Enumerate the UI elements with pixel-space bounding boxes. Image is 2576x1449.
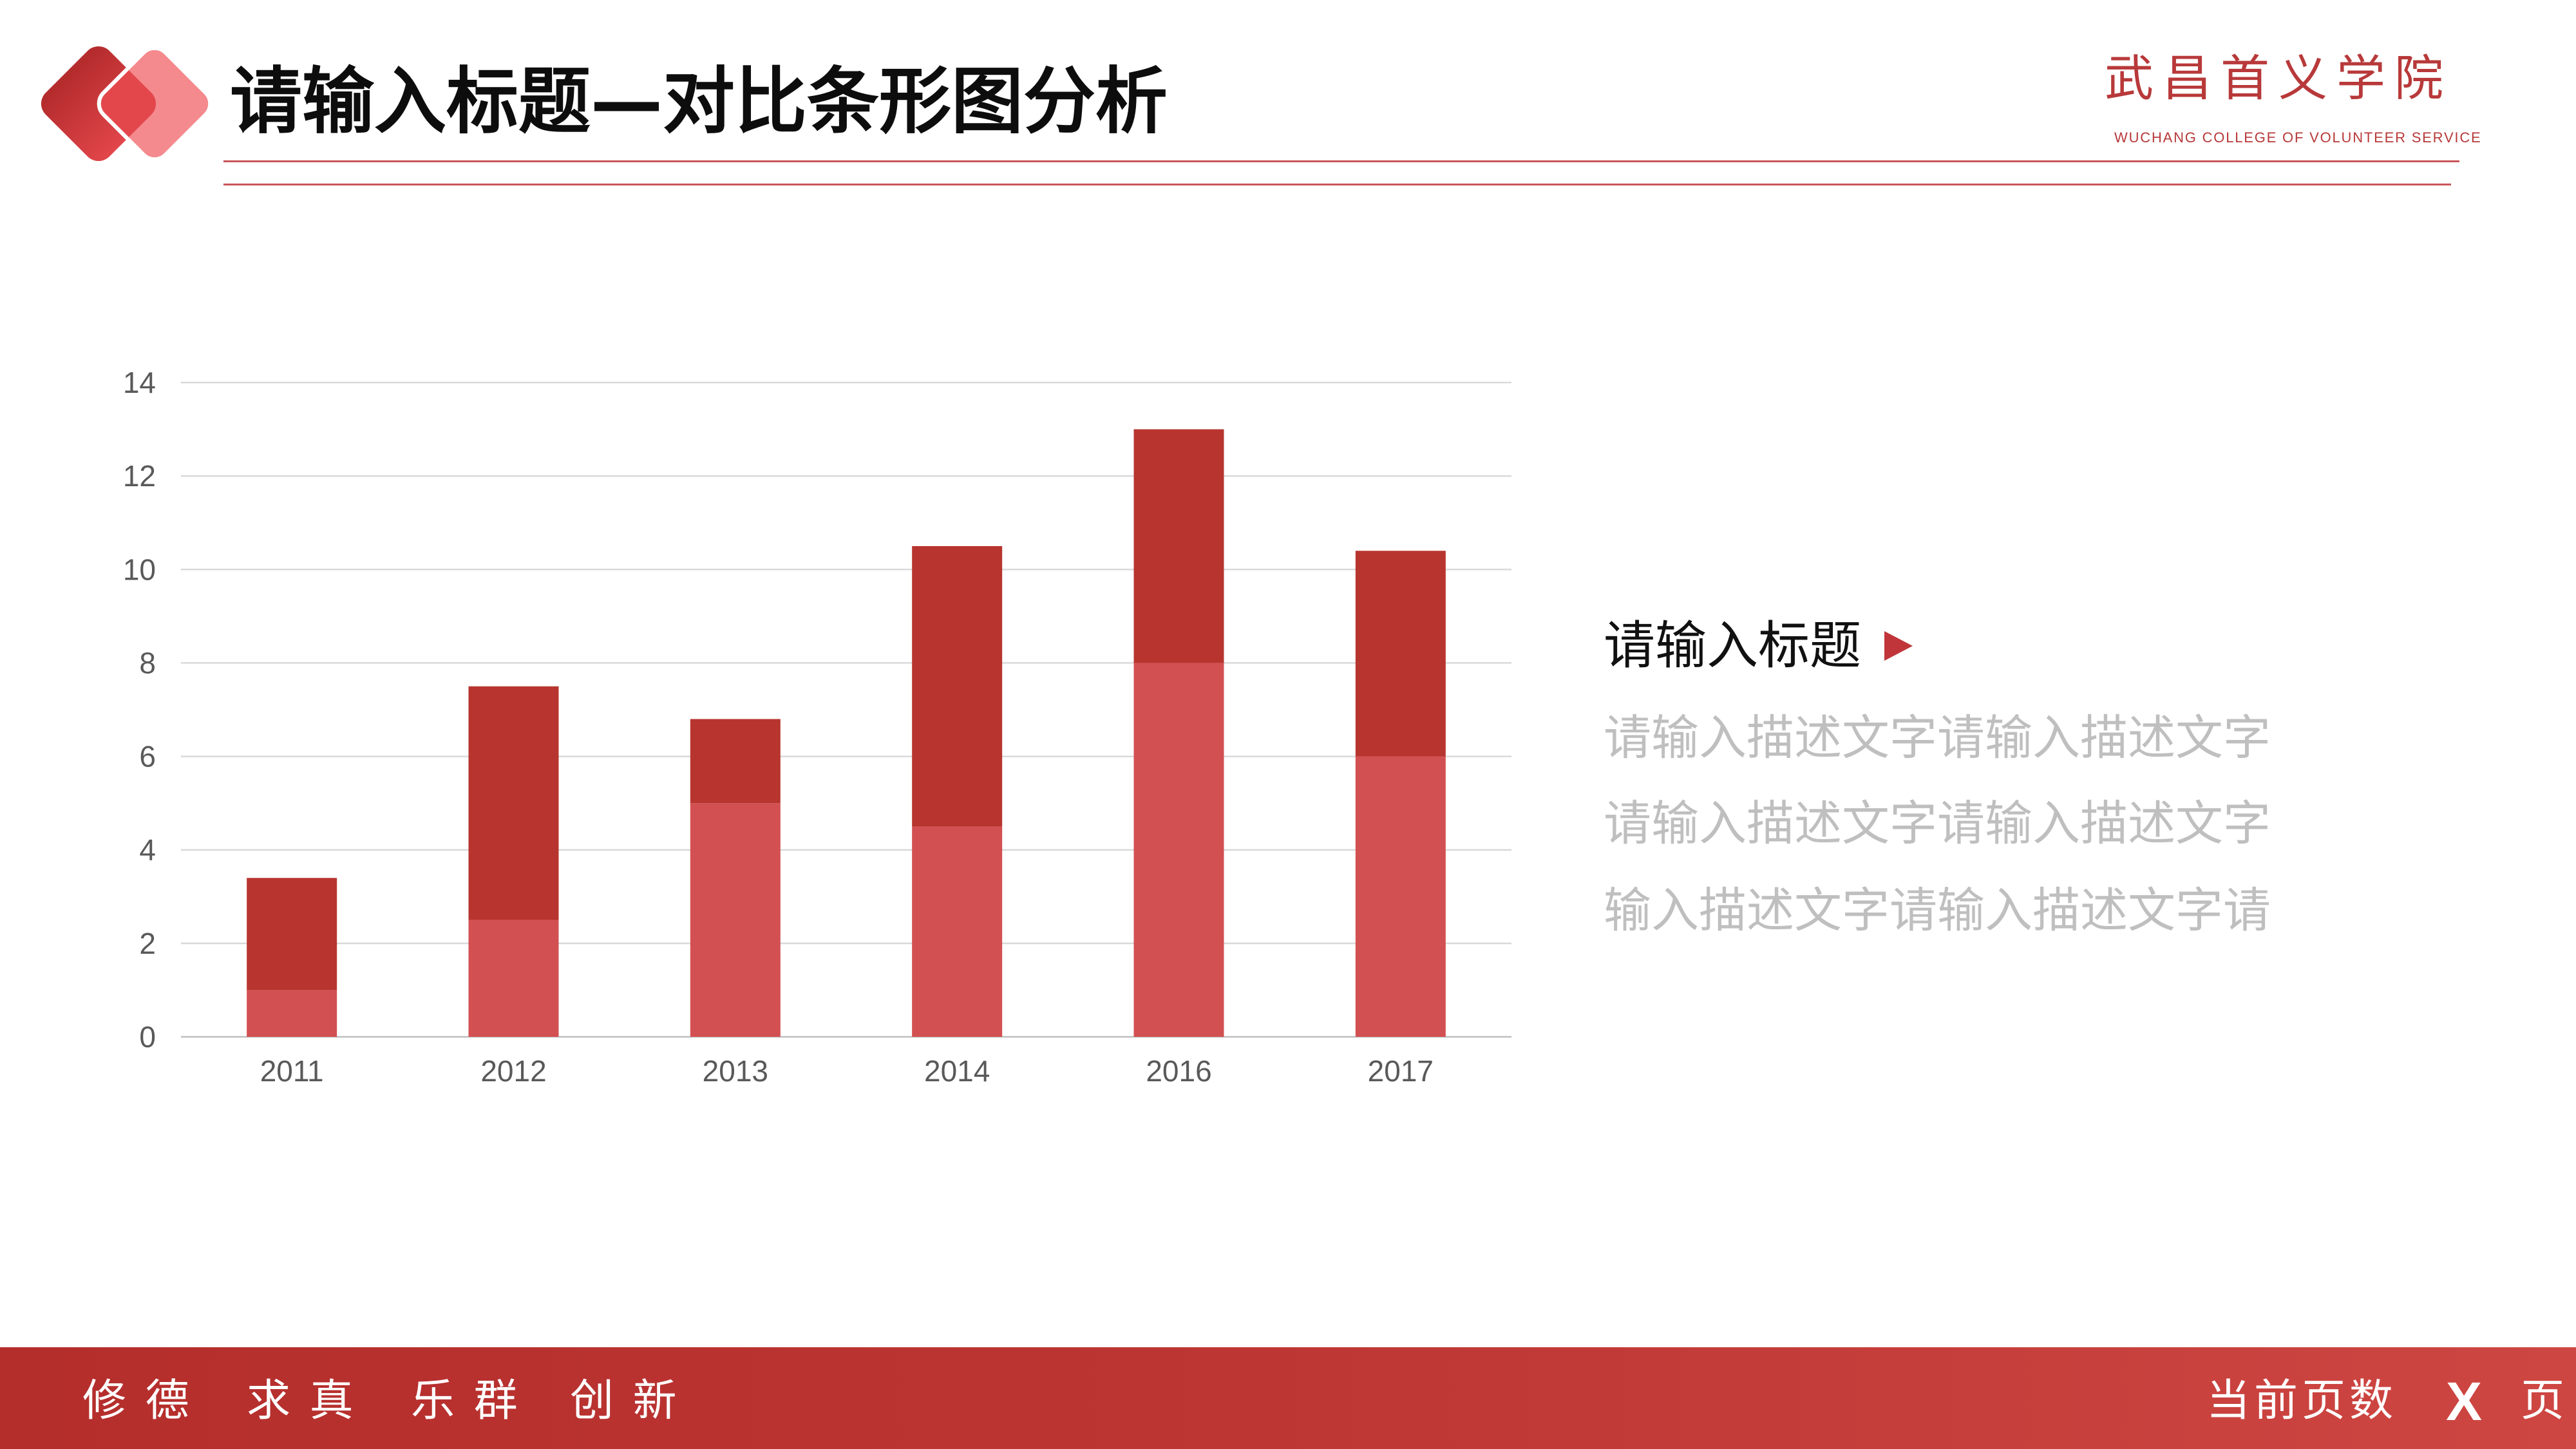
bar-2017-series-1 [1355,756,1446,1037]
page-number: X [2446,1371,2483,1432]
bar-2012-series-2 [468,686,559,920]
x-tick-label: 2017 [1368,1054,1434,1088]
y-tick-label: 0 [139,1020,156,1054]
header-divider-top [223,160,2459,162]
footer-motto: 创 新 [570,1376,679,1426]
side-description-line: 输入描述文字请输入描述文字请 [1604,883,2271,938]
bar-2014-series-1 [912,826,1003,1037]
gridlines [181,381,1511,1038]
y-tick-label: 10 [123,553,156,586]
header-divider-bottom [223,184,2451,185]
y-tick-label: 12 [123,459,156,493]
bar-2016-series-1 [1133,663,1224,1037]
side-heading: 请输入标题 [1604,616,1861,676]
bar-2012-series-1 [468,920,559,1037]
brand-subtitle: WUCHANG COLLEGE OF VOLUNTEER SERVICE [2114,129,2482,146]
side-description-line: 请输入描述文字请输入描述文字 [1604,796,2271,851]
brand-name: 武昌首义学院 [2105,50,2452,107]
x-axis-labels: 2011 2012 2013 2014 2016 2017 [260,1054,1434,1088]
bars [247,429,1446,1037]
page-suffix: 页 [2521,1376,2565,1426]
y-axis-labels: 0 2 4 6 8 10 12 14 [123,366,156,1054]
y-tick-label: 14 [123,366,156,399]
play-triangle-icon [1884,631,1913,661]
bar-2014-series-2 [912,546,1003,827]
bar-2013-series-1 [690,803,781,1037]
logo-diamonds-icon [41,46,213,162]
y-tick-label: 2 [139,927,156,960]
x-tick-label: 2012 [480,1054,546,1088]
bar-2011-series-1 [247,990,337,1037]
footer-motto: 乐 群 [411,1376,520,1426]
x-tick-label: 2014 [924,1054,990,1088]
y-tick-label: 6 [139,740,156,773]
footer-motto: 修 德 [82,1376,192,1426]
page-label: 当前页数 [2206,1376,2398,1426]
bar-2017-series-2 [1355,551,1446,757]
stacked-bar-chart: 0 2 4 6 8 10 12 14 2011 2012 2013 2014 2016 2017 [123,366,1511,1088]
bar-2013-series-2 [690,719,781,804]
side-description-line: 请输入描述文字请输入描述文字 [1604,710,2271,766]
y-tick-label: 4 [139,833,156,867]
x-tick-label: 2011 [260,1054,324,1088]
page-title: 请输入标题—对比条形图分析 [230,60,1168,144]
x-tick-label: 2016 [1146,1054,1211,1088]
bar-2016-series-2 [1133,429,1224,663]
footer-band: 修 德 求 真 乐 群 创 新 当前页数 X 页 [0,1347,2576,1449]
footer-motto: 求 真 [247,1376,356,1426]
x-tick-label: 2013 [703,1054,768,1088]
bar-2011-series-2 [247,878,337,990]
y-tick-label: 8 [139,646,156,679]
logo-overlap [97,46,162,162]
